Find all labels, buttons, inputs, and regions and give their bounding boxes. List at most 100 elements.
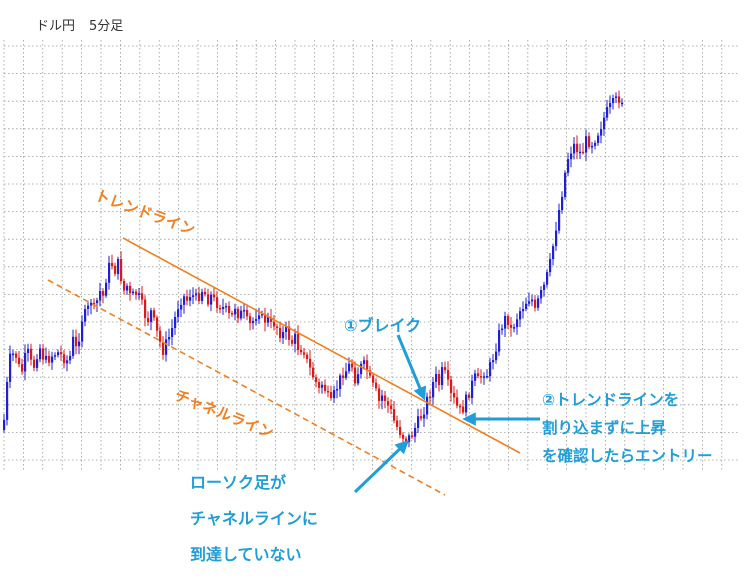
candle-bullish bbox=[552, 243, 555, 266]
candle-bearish bbox=[318, 378, 321, 394]
candle-bullish bbox=[234, 303, 237, 321]
annotation-arrow bbox=[396, 334, 427, 401]
candle-bearish bbox=[456, 389, 459, 409]
candle-bullish bbox=[495, 343, 498, 364]
candle-bearish bbox=[429, 389, 432, 406]
candle-bullish bbox=[201, 288, 204, 305]
candle-bullish bbox=[138, 288, 141, 300]
candle-bullish bbox=[537, 295, 540, 311]
candle-bearish bbox=[120, 251, 123, 284]
candle-bearish bbox=[288, 320, 291, 346]
candle-bearish bbox=[264, 307, 267, 332]
candle-bearish bbox=[207, 288, 210, 307]
candle-bearish bbox=[159, 326, 162, 348]
candle-bullish bbox=[171, 319, 174, 346]
candle-bullish bbox=[525, 297, 528, 312]
annotation-arrow bbox=[353, 440, 409, 494]
candle-bullish bbox=[39, 344, 42, 363]
candle-bearish bbox=[390, 399, 393, 415]
candle-bullish bbox=[24, 344, 27, 381]
candle-bearish bbox=[420, 408, 423, 421]
candle-bullish bbox=[408, 433, 411, 448]
candle-bearish bbox=[114, 262, 117, 277]
candle-bearish bbox=[18, 351, 21, 368]
candle-bullish bbox=[612, 94, 615, 110]
candle-bullish bbox=[558, 203, 561, 234]
candle-bearish bbox=[162, 336, 165, 360]
candle-bearish bbox=[48, 350, 51, 367]
candle-bullish bbox=[195, 288, 198, 301]
candle-bearish bbox=[300, 345, 303, 355]
candle-bearish bbox=[447, 361, 450, 386]
candle-bullish bbox=[108, 255, 111, 290]
candle-bullish bbox=[54, 352, 57, 361]
candle-bearish bbox=[276, 323, 279, 335]
candle-bullish bbox=[600, 121, 603, 144]
candle-bullish bbox=[597, 132, 600, 146]
candle-bearish bbox=[411, 431, 414, 439]
annotation-arrows bbox=[353, 334, 540, 494]
candle-bearish bbox=[507, 314, 510, 330]
candle-bearish bbox=[63, 350, 66, 369]
candle-bearish bbox=[279, 321, 282, 343]
candle-bearish bbox=[204, 287, 207, 297]
candle-bearish bbox=[477, 368, 480, 379]
candle-bullish bbox=[414, 422, 417, 443]
timeframe-label: 5分足 bbox=[89, 19, 124, 34]
candle-bearish bbox=[144, 295, 147, 327]
candle-bullish bbox=[261, 310, 264, 319]
candle-bearish bbox=[75, 329, 78, 355]
candle-bearish bbox=[372, 372, 375, 387]
candle-bullish bbox=[105, 278, 108, 298]
candle-bearish bbox=[306, 352, 309, 364]
candle-bullish bbox=[165, 331, 168, 362]
candle-bearish bbox=[534, 295, 537, 312]
candle-bearish bbox=[468, 392, 471, 401]
candle-bearish bbox=[396, 415, 399, 431]
currency-pair-label: ドル円 bbox=[36, 19, 76, 34]
candle-bearish bbox=[42, 343, 45, 365]
candle-bearish bbox=[141, 286, 144, 305]
candle-bearish bbox=[102, 288, 105, 304]
candle-bullish bbox=[357, 367, 360, 386]
candle-bullish bbox=[174, 311, 177, 335]
candle-bullish bbox=[69, 350, 72, 365]
candle-note: ローソク足が チャネルラインに 到達していない bbox=[190, 465, 318, 573]
candle-bullish bbox=[321, 381, 324, 394]
candle-bearish bbox=[60, 345, 63, 361]
candle-bullish bbox=[579, 143, 582, 160]
candle-bearish bbox=[366, 354, 369, 379]
candle-bearish bbox=[330, 385, 333, 401]
candle-bearish bbox=[93, 298, 96, 310]
candle-bullish bbox=[99, 282, 102, 307]
candle-bearish bbox=[444, 361, 447, 374]
candle-bullish bbox=[426, 392, 429, 420]
candle-bullish bbox=[51, 351, 54, 370]
candle-bullish bbox=[12, 349, 15, 362]
candle-bullish bbox=[585, 129, 588, 162]
candle-bullish bbox=[345, 362, 348, 381]
candle-bullish bbox=[336, 380, 339, 399]
candle-bullish bbox=[96, 297, 99, 312]
candle-bearish bbox=[309, 350, 312, 376]
candle-bearish bbox=[375, 378, 378, 392]
candle-bullish bbox=[189, 289, 192, 307]
candle-bearish bbox=[291, 335, 294, 347]
candle-bullish bbox=[258, 307, 261, 324]
candle-bearish bbox=[327, 385, 330, 398]
candle-bullish bbox=[252, 317, 255, 330]
candle-bearish bbox=[378, 384, 381, 409]
candle-bearish bbox=[453, 385, 456, 404]
candle-note-line: チャネルラインに bbox=[190, 509, 318, 528]
candle-bullish bbox=[423, 407, 426, 427]
candle-bullish bbox=[504, 311, 507, 337]
candle-bullish bbox=[78, 333, 81, 355]
candle-bullish bbox=[225, 302, 228, 313]
candle-bullish bbox=[441, 362, 444, 390]
entry-note-line: 割り込まずに上昇 bbox=[542, 419, 667, 437]
candle-bearish bbox=[135, 289, 138, 300]
candle-bearish bbox=[219, 304, 222, 314]
candle-bearish bbox=[618, 90, 621, 109]
candle-bearish bbox=[402, 432, 405, 444]
